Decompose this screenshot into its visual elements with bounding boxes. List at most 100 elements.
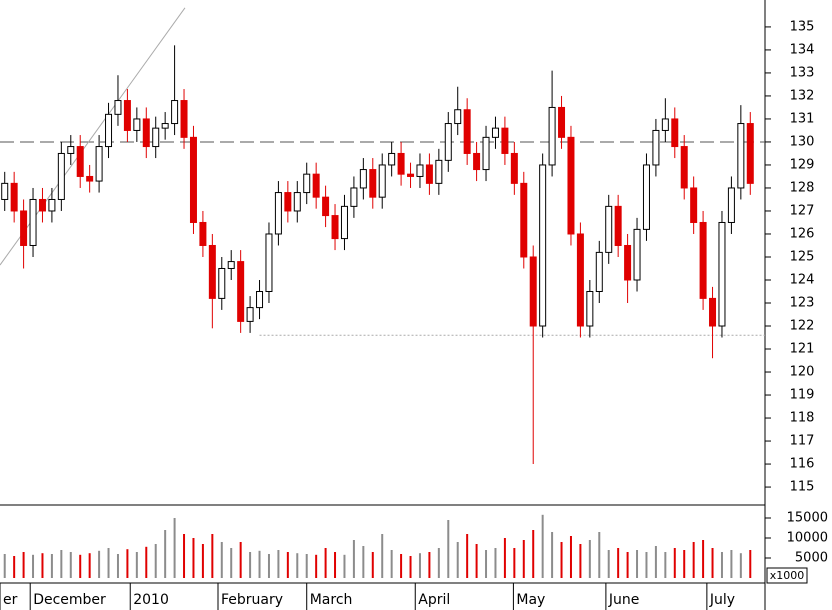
y-tick-label: 133	[790, 65, 815, 80]
candle-body	[407, 173, 415, 177]
candle-body	[369, 169, 377, 198]
candle-body	[133, 118, 141, 131]
candle-body	[105, 113, 113, 148]
candle-body	[57, 152, 65, 200]
y-tick-label: 132	[790, 88, 815, 103]
candle-body	[189, 136, 197, 223]
y-tick-label: 123	[790, 296, 815, 311]
candle-body	[331, 215, 339, 240]
x-tick-label: April	[418, 592, 450, 608]
candle-body	[444, 123, 452, 161]
y-tick-label: 119	[790, 388, 815, 403]
candle-body	[709, 297, 717, 327]
candle-body	[161, 123, 169, 129]
candle-body	[274, 192, 282, 235]
candle-body	[293, 192, 301, 212]
candle-body	[350, 187, 358, 207]
candle-body	[576, 233, 584, 327]
x-tick-label: 2010	[133, 592, 169, 608]
candle-body	[123, 100, 131, 131]
y-tick-label: 124	[790, 272, 815, 287]
candle-body	[171, 100, 179, 125]
candle-body	[322, 196, 330, 217]
y2-tick-label: 5000	[795, 551, 828, 566]
candle-body	[10, 182, 18, 212]
candle-body	[605, 205, 613, 253]
y-tick-label: 135	[790, 19, 815, 34]
candle-body	[614, 205, 622, 246]
candle-body	[633, 228, 641, 281]
candle-body	[567, 136, 575, 235]
y-tick-label: 126	[790, 226, 815, 241]
candle-body	[312, 173, 320, 198]
candle-body	[501, 127, 509, 154]
candle-body	[340, 205, 348, 240]
candle-body	[303, 173, 311, 194]
candle-body	[548, 106, 556, 166]
candle-body	[48, 198, 56, 212]
x-tick-label: December	[33, 592, 106, 608]
y2-tick-label: 15000	[787, 511, 828, 526]
y-tick-label: 134	[790, 42, 815, 57]
x-tick-label: February	[221, 592, 283, 608]
candle-body	[199, 221, 207, 246]
candle-body	[20, 210, 28, 246]
candle-body	[416, 164, 424, 177]
candle-body	[558, 106, 566, 138]
y-tick-label: 118	[790, 411, 815, 426]
candle-body	[642, 164, 650, 230]
candle-body	[586, 290, 594, 327]
y-tick-label: 117	[790, 434, 815, 449]
candle-body	[114, 100, 122, 115]
y-tick-label: 129	[790, 157, 815, 172]
candle-body	[435, 159, 443, 184]
y-tick-label: 122	[790, 319, 815, 334]
candle-body	[208, 244, 216, 299]
candle-body	[284, 192, 292, 212]
candle-body	[218, 267, 226, 299]
candle-body	[95, 146, 103, 182]
candle-body	[699, 221, 707, 299]
candle-body	[737, 123, 745, 189]
candle-body	[180, 100, 188, 138]
x-tick-label: March	[310, 592, 353, 608]
candle-body	[491, 127, 499, 138]
y-tick-label: 121	[790, 342, 815, 357]
candle-body	[463, 109, 471, 154]
candle-body	[256, 290, 264, 309]
candle-body	[510, 152, 518, 184]
candle-body	[746, 123, 754, 184]
y2-tick-label: 10000	[787, 531, 828, 546]
candle-body	[76, 146, 84, 177]
candle-body	[718, 221, 726, 327]
candle-body	[142, 118, 150, 148]
candle-body	[595, 251, 603, 292]
y-tick-label: 125	[790, 249, 815, 264]
y-tick-label: 115	[790, 480, 815, 495]
candle-body	[388, 152, 396, 166]
y-tick-label: 128	[790, 180, 815, 195]
candle-body	[473, 152, 481, 171]
y-tick-label: 131	[790, 111, 815, 126]
candle-body	[227, 261, 235, 269]
x-tick-label: er	[3, 592, 18, 608]
x-tick-label: May	[516, 592, 545, 608]
x-tick-label: June	[608, 592, 640, 608]
candle-body	[152, 127, 160, 148]
candle-body	[29, 198, 37, 246]
candle-body	[529, 256, 537, 327]
candle-body	[482, 136, 490, 171]
candle-body	[378, 164, 386, 198]
candle-body	[727, 187, 735, 223]
y-tick-label: 120	[790, 365, 815, 380]
candle-body	[38, 198, 46, 212]
candle-body	[237, 261, 245, 322]
y-tick-label: 127	[790, 203, 815, 218]
candle-body	[624, 244, 632, 281]
candle-body	[1, 182, 9, 200]
y-tick-label: 116	[790, 457, 815, 472]
candle-body	[246, 307, 254, 322]
candle-body	[265, 233, 273, 292]
candle-body	[86, 175, 94, 182]
